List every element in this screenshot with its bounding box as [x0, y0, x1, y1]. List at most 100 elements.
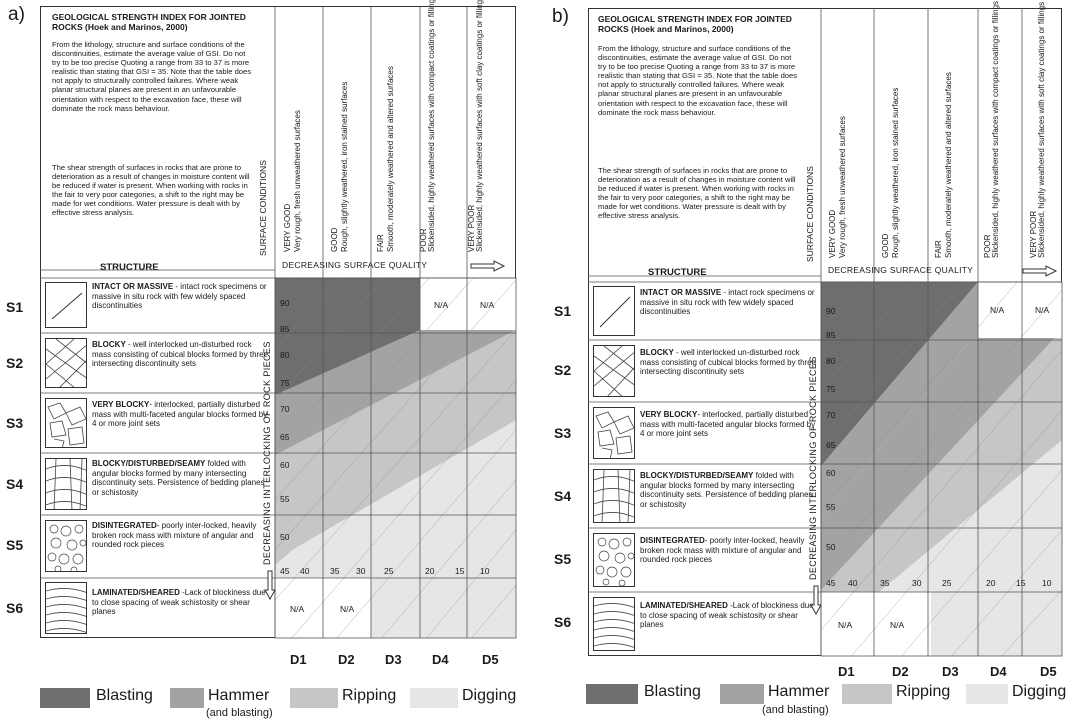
gsi-value: 10 [480, 566, 490, 576]
disintegrated-rock-icon [593, 533, 635, 587]
gsi-title: GEOLOGICAL STRENGTH INDEX FOR JOINTED RO… [598, 14, 792, 34]
structure-heading: STRUCTURE [100, 262, 159, 273]
structure-heading: STRUCTURE [648, 267, 707, 278]
gsi-grid [588, 8, 1063, 657]
row-code-s2: S2 [554, 362, 572, 378]
legend-sublabel-hammer: (and blasting) [206, 707, 273, 719]
right-arrow-icon [1022, 265, 1058, 277]
intact-rock-icon [45, 282, 87, 328]
blocky-rock-icon [593, 345, 635, 397]
column-code-d5: D5 [1040, 664, 1057, 679]
gsi-value: 55 [280, 494, 290, 504]
column-code-d3: D3 [942, 664, 959, 679]
gsi-value: 25 [942, 578, 952, 588]
na-label: N/A [480, 300, 495, 310]
very-blocky-rock-icon [593, 407, 635, 459]
column-code-d3: D3 [385, 652, 402, 667]
legend-swatch-digging [410, 688, 458, 708]
legend-label-digging: Digging [462, 687, 517, 704]
legend-swatch-ripping [290, 688, 338, 708]
legend-label-ripping: Ripping [896, 683, 951, 700]
legend-label-digging: Digging [1012, 683, 1067, 700]
decreasing-interlocking-label: DECREASING INTERLOCKING OF ROCK PIECES [262, 341, 272, 565]
na-label: N/A [990, 305, 1005, 315]
row-code-s6: S6 [554, 614, 572, 630]
legend-label-hammer: Hammer [768, 683, 830, 700]
gsi-body-2: The shear strength of surfaces in rocks … [598, 166, 796, 221]
very-blocky-rock-icon [45, 398, 87, 448]
gsi-value: 30 [356, 566, 366, 576]
gsi-value: 75 [826, 384, 836, 394]
row-code-s2: S2 [6, 355, 24, 371]
gsi-value: 35 [880, 578, 890, 588]
na-label: N/A [340, 604, 355, 614]
row-desc-s6: LAMINATED/SHEARED -Lack of blockiness du… [640, 601, 814, 630]
laminated-rock-icon [45, 582, 87, 634]
row-code-s3: S3 [6, 415, 24, 431]
row-code-s1: S1 [554, 303, 572, 319]
laminated-rock-icon [593, 597, 635, 651]
na-label: N/A [290, 604, 305, 614]
gsi-value: 65 [280, 432, 290, 442]
gsi-value: 25 [384, 566, 394, 576]
gsi-body-1: From the lithology, structure and surfac… [52, 40, 252, 113]
gsi-value: 90 [826, 306, 836, 316]
row-code-s3: S3 [554, 425, 572, 441]
column-code-d4: D4 [432, 652, 449, 667]
row-desc-s1: INTACT OR MASSIVE - intact rock specimen… [640, 288, 815, 317]
decreasing-interlocking-label: DECREASING INTERLOCKING OF ROCK PIECES [808, 356, 818, 580]
legend-swatch-hammer [720, 684, 764, 704]
gsi-value: 30 [912, 578, 922, 588]
gsi-value: 45 [826, 578, 836, 588]
column-code-d2: D2 [892, 664, 909, 679]
row-desc-s4: BLOCKY/DISTURBED/SEAMY folded with angul… [640, 471, 813, 509]
row-desc-s2: BLOCKY - well interlocked un-disturbed r… [92, 340, 269, 369]
column-code-d1: D1 [838, 664, 855, 679]
gsi-value: 60 [280, 460, 290, 470]
legend-swatch-digging [966, 684, 1008, 704]
down-arrow-icon [810, 585, 822, 615]
gsi-value: 75 [280, 378, 290, 388]
gsi-value: 70 [826, 410, 836, 420]
gsi-value: 50 [826, 542, 836, 552]
gsi-value: 10 [1042, 578, 1052, 588]
intact-rock-icon [593, 286, 635, 336]
gsi-value: 20 [425, 566, 435, 576]
row-desc-s1: INTACT OR MASSIVE - intact rock specimen… [92, 282, 267, 311]
legend-swatch-blasting [40, 688, 90, 708]
legend-swatch-hammer [170, 688, 204, 708]
legend-swatch-blasting [586, 684, 638, 704]
gsi-value: 40 [848, 578, 858, 588]
na-label: N/A [890, 620, 905, 630]
panel-b: b) GEOLOGICAL STRENGTH INDEX FOR JOINTED… [538, 0, 1075, 722]
legend-swatch-ripping [842, 684, 892, 704]
gsi-value: 35 [330, 566, 340, 576]
gsi-value: 15 [455, 566, 465, 576]
row-code-s5: S5 [6, 537, 24, 553]
decreasing-surface-quality-label: DECREASING SURFACE QUALITY [828, 265, 974, 275]
row-desc-s3: VERY BLOCKY- interlocked, partially dist… [92, 400, 268, 429]
gsi-value: 60 [826, 468, 836, 478]
row-desc-s5: DISINTEGRATED- poorly inter-locked, heav… [92, 521, 257, 550]
blocky-rock-icon [45, 338, 87, 388]
gsi-value: 45 [280, 566, 290, 576]
gsi-value: 85 [280, 324, 290, 334]
gsi-grid [40, 6, 517, 639]
gsi-value: 55 [826, 502, 836, 512]
row-desc-s2: BLOCKY - well interlocked un-disturbed r… [640, 348, 817, 377]
column-code-d4: D4 [990, 664, 1007, 679]
gsi-value: 65 [826, 440, 836, 450]
gsi-value: 85 [826, 330, 836, 340]
gsi-value: 50 [280, 532, 290, 542]
gsi-body-1: From the lithology, structure and surfac… [598, 44, 798, 117]
legend-label-ripping: Ripping [342, 687, 397, 704]
row-desc-s6: LAMINATED/SHEARED -Lack of blockiness du… [92, 588, 266, 617]
blocky-disturbed-rock-icon [45, 458, 87, 510]
decreasing-surface-quality-label: DECREASING SURFACE QUALITY [282, 260, 428, 270]
panel-label: b) [552, 6, 569, 27]
gsi-value: 70 [280, 404, 290, 414]
gsi-value: 15 [1016, 578, 1026, 588]
gsi-value: 20 [986, 578, 996, 588]
column-code-d1: D1 [290, 652, 307, 667]
gsi-value: 40 [300, 566, 310, 576]
